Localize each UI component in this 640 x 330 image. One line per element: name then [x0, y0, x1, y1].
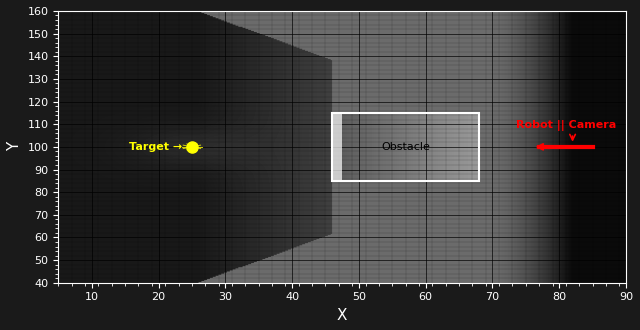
Bar [332, 113, 342, 181]
Bar [332, 113, 479, 181]
Y-axis label: Y: Y [7, 142, 22, 151]
X-axis label: X: X [337, 308, 348, 323]
Text: Target →: Target → [129, 142, 182, 152]
Text: Robot || Camera: Robot || Camera [516, 120, 616, 131]
Text: Obstacle: Obstacle [381, 142, 430, 152]
